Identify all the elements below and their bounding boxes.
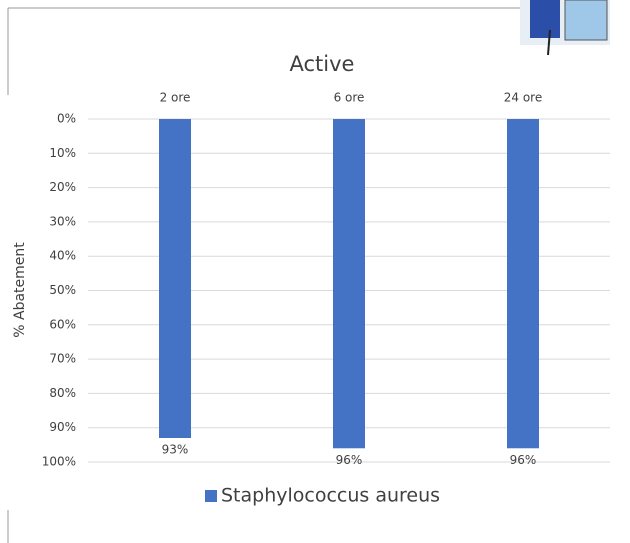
data-label: 96% xyxy=(510,453,537,467)
y-axis-label: % Abatement xyxy=(12,242,28,338)
legend-label: Staphylococcus aureus xyxy=(221,485,440,507)
y-tick-label: 60% xyxy=(49,317,76,331)
bar xyxy=(333,119,365,449)
y-tick-label: 90% xyxy=(49,420,76,434)
y-tick-label: 10% xyxy=(49,146,76,160)
bar xyxy=(507,119,539,449)
y-tick-label: 80% xyxy=(49,386,76,400)
y-tick-label: 40% xyxy=(49,249,76,263)
y-tick-label: 50% xyxy=(49,283,76,297)
x-tick-label: 6 ore xyxy=(334,91,365,105)
bar xyxy=(159,119,191,438)
data-label: 96% xyxy=(336,453,363,467)
y-tick-label: 100% xyxy=(42,455,76,469)
y-tick-label: 30% xyxy=(49,214,76,228)
x-tick-label: 2 ore xyxy=(160,91,191,105)
device-image xyxy=(520,0,610,56)
y-tick-label: 20% xyxy=(49,180,76,194)
chart-title: Active xyxy=(290,52,355,76)
x-tick-label: 24 ore xyxy=(504,91,542,105)
data-label: 93% xyxy=(162,442,189,456)
y-tick-label: 70% xyxy=(49,352,76,366)
legend-swatch xyxy=(205,490,217,502)
y-tick-label: 0% xyxy=(57,112,76,126)
